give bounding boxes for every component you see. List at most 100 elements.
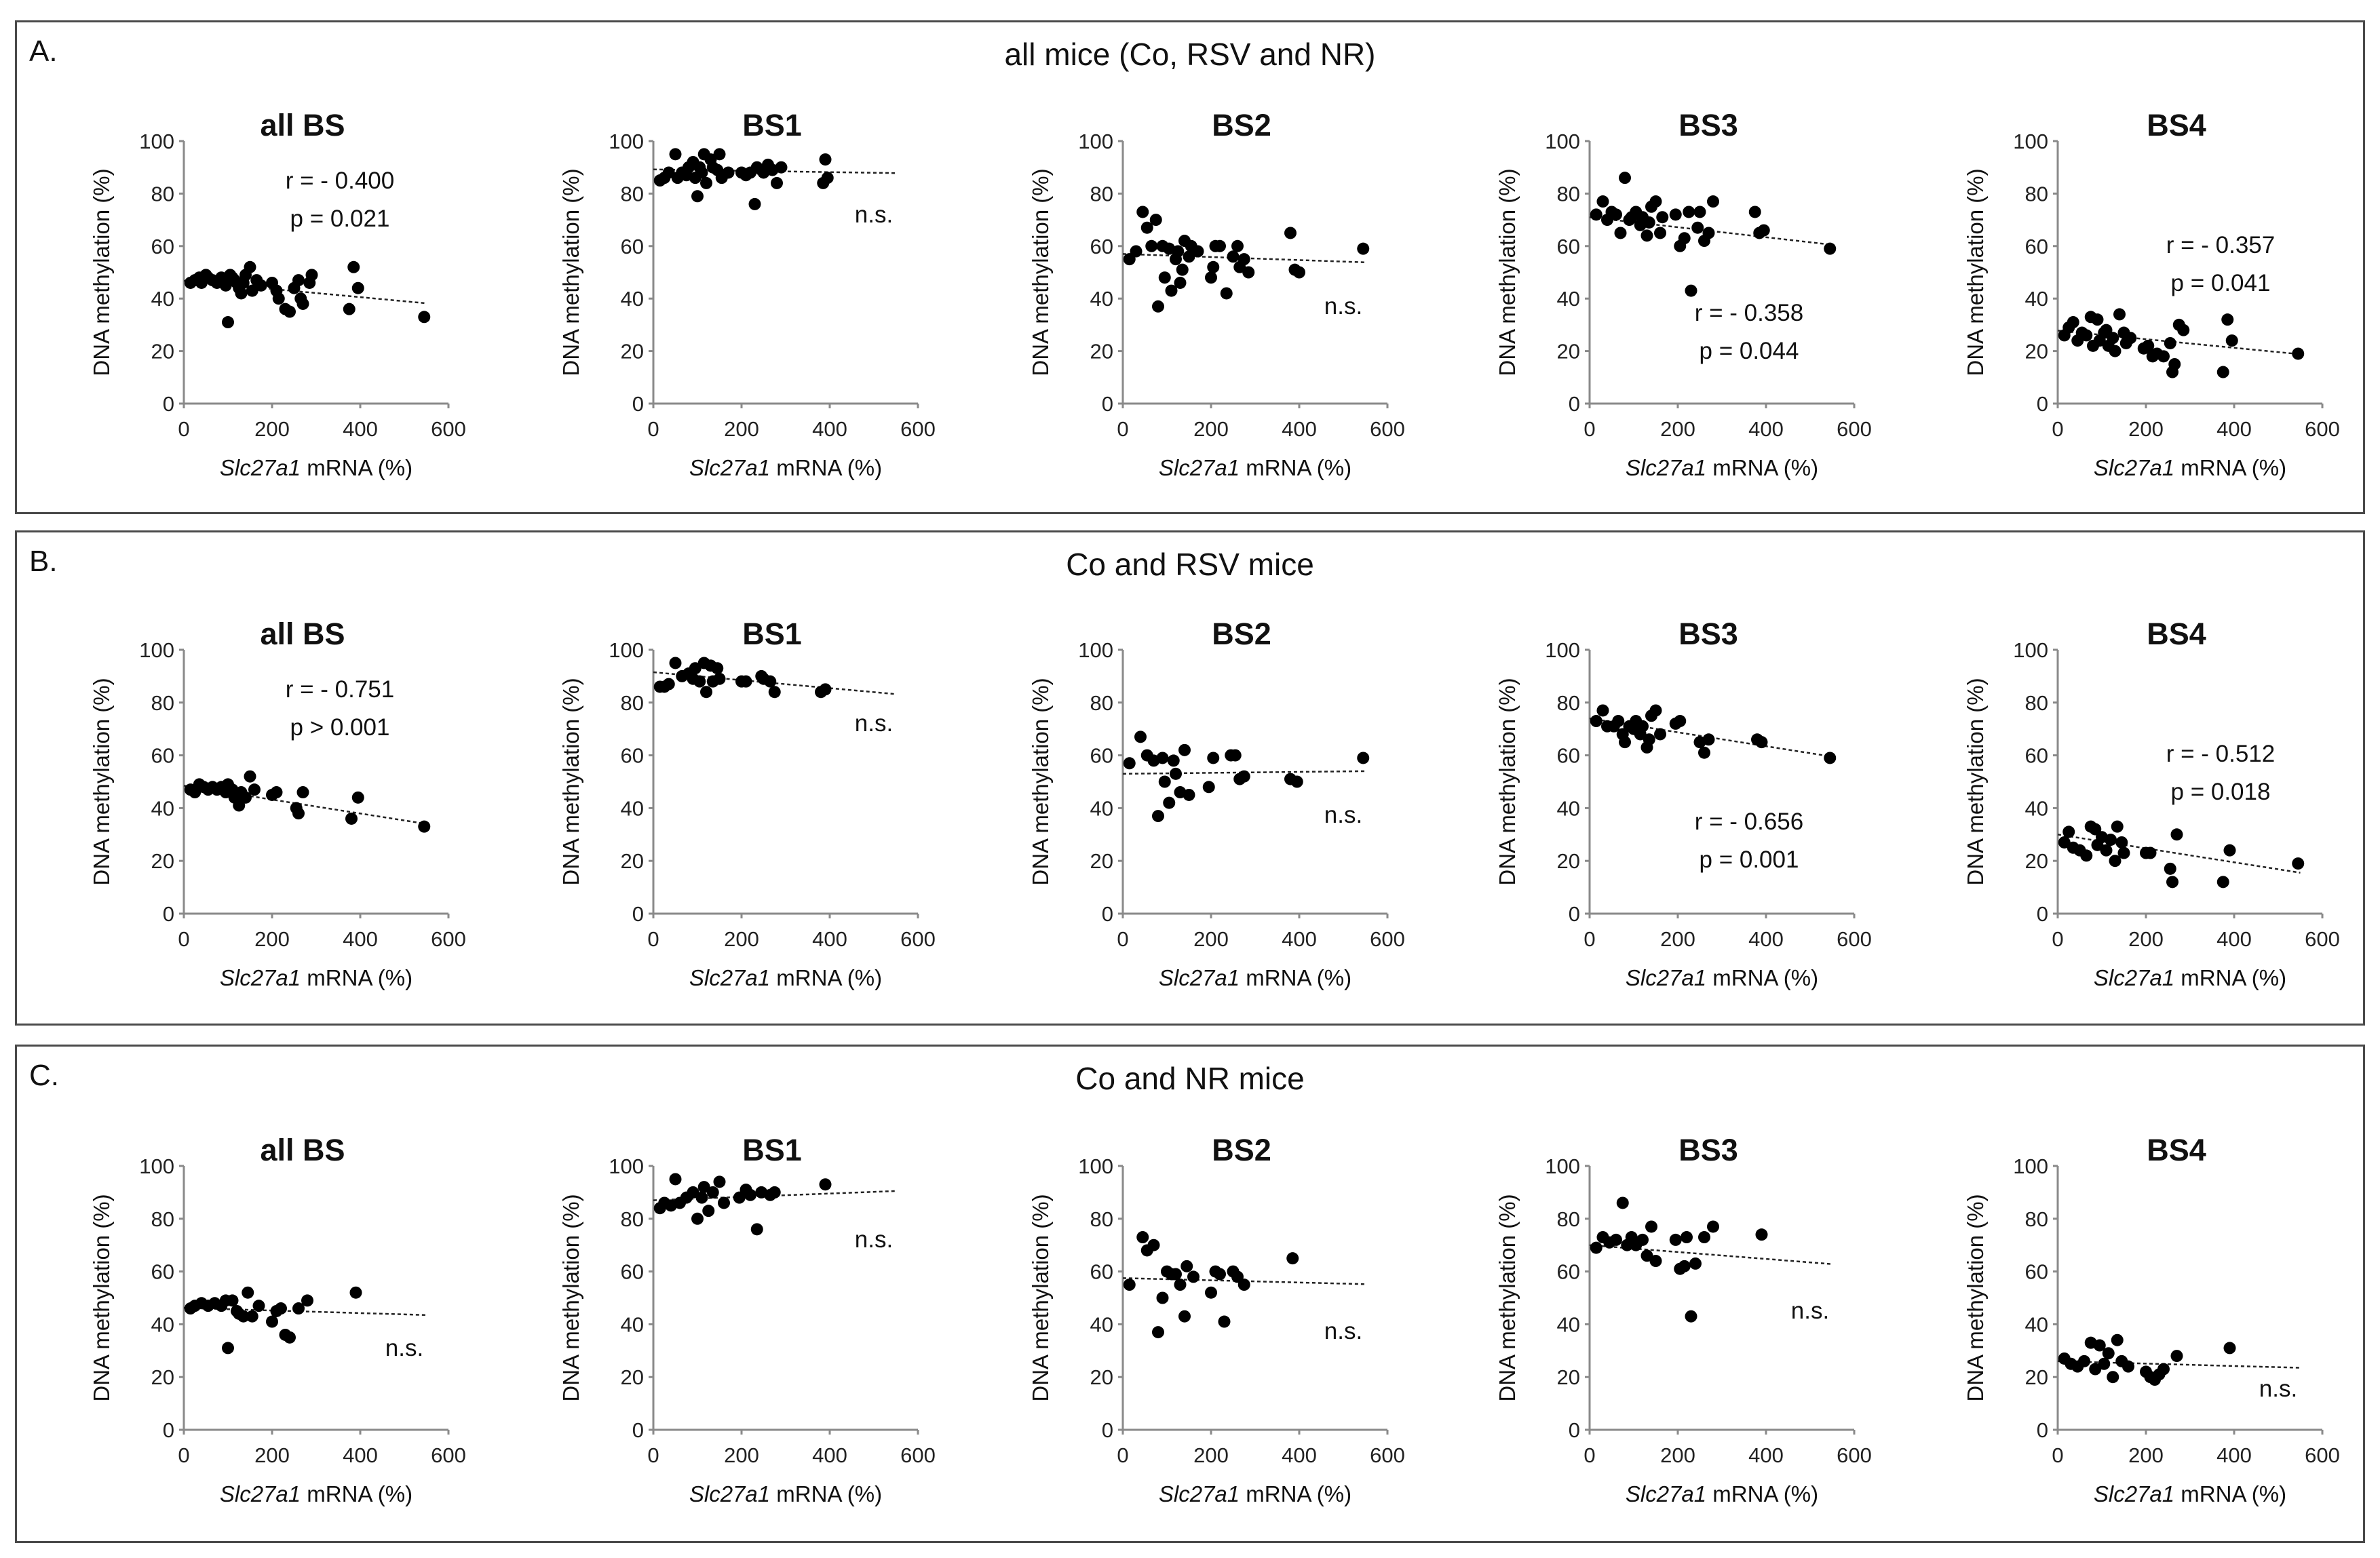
y-tick-label: 20	[151, 849, 174, 873]
data-point	[713, 672, 726, 685]
x-tick-label: 0	[1584, 927, 1595, 951]
y-tick-label: 60	[1557, 1260, 1580, 1284]
not-significant-label: n.s.	[1324, 802, 1362, 828]
scatter-chart-bs3: BS3 0 20 40 60 80 100 0 200 400 600 DNA methylation…	[1495, 1133, 1872, 1506]
data-point	[713, 148, 726, 161]
y-tick-label: 80	[1557, 691, 1580, 715]
y-tick-label: 0	[1569, 1418, 1580, 1442]
x-tick-label: 0	[2052, 927, 2063, 951]
x-tick-label: 0	[178, 417, 189, 441]
p-value-label: p = 0.018	[2171, 779, 2271, 805]
y-tick-label: 20	[1090, 849, 1113, 873]
data-point	[1147, 1239, 1160, 1251]
x-axis-label: Slc27a1 mRNA (%)	[2094, 455, 2286, 480]
data-point	[1610, 208, 1622, 221]
chart-title: all BS	[260, 1133, 345, 1167]
data-point	[2109, 345, 2122, 357]
data-point	[418, 820, 431, 833]
panel-title: Co and RSV mice	[1066, 547, 1314, 582]
y-tick-label: 60	[1557, 235, 1580, 258]
not-significant-label: n.s.	[2259, 1376, 2297, 1402]
x-tick-label: 200	[1193, 927, 1229, 951]
data-point	[1136, 206, 1149, 218]
x-tick-label: 600	[1837, 927, 1872, 951]
x-tick-label: 200	[2128, 927, 2164, 951]
not-significant-label: n.s.	[855, 1226, 893, 1253]
y-tick-label: 20	[1557, 340, 1580, 364]
data-point	[748, 197, 761, 210]
y-axis-label: DNA methylation (%)	[1028, 1194, 1053, 1401]
y-tick-label: 40	[621, 1312, 644, 1336]
y-tick-label: 60	[151, 235, 174, 258]
x-axis-label: Slc27a1 mRNA (%)	[1159, 455, 1351, 480]
x-tick-label: 0	[1117, 927, 1128, 951]
data-point	[266, 1315, 278, 1328]
data-point	[349, 1286, 362, 1299]
x-tick-label: 200	[2128, 1443, 2164, 1467]
data-point	[2100, 844, 2113, 857]
data-point	[2102, 1347, 2115, 1360]
x-tick-label: 400	[343, 1443, 378, 1467]
y-axis-label: DNA methylation (%)	[558, 168, 583, 376]
y-tick-label: 80	[151, 691, 174, 715]
y-tick-label: 0	[1102, 392, 1113, 416]
x-axis-label: Slc27a1 mRNA (%)	[2094, 965, 2286, 990]
data-point	[1824, 752, 1837, 764]
y-tick-label: 0	[632, 902, 644, 926]
x-tick-label: 400	[812, 1443, 847, 1467]
y-tick-label: 40	[2025, 796, 2048, 820]
data-point	[1181, 1260, 1193, 1272]
y-tick-label: 60	[621, 744, 644, 768]
trend-line	[1589, 216, 1832, 246]
data-point	[246, 284, 258, 297]
chart-title: BS1	[742, 108, 802, 142]
x-axis-label-gene: Slc27a1	[1159, 965, 1240, 990]
data-point	[691, 190, 704, 203]
scatter-chart-bs4: BS4 0 20 40 60 80 100 0 200 400 600 DNA methylation…	[1963, 617, 2340, 990]
trend-line	[183, 279, 427, 305]
data-point	[2292, 347, 2305, 360]
data-point	[1156, 1291, 1169, 1304]
y-axis-label: DNA methylation (%)	[1963, 168, 1988, 376]
panel-title: Co and NR mice	[1075, 1061, 1305, 1096]
x-tick-label: 400	[343, 417, 378, 441]
data-point	[1284, 227, 1297, 239]
data-point	[1207, 260, 1220, 273]
trend-line	[653, 1190, 896, 1201]
x-tick-label: 600	[1837, 1443, 1872, 1467]
data-point	[722, 166, 735, 179]
data-point	[819, 683, 832, 696]
data-point	[222, 1342, 234, 1355]
data-point	[1170, 767, 1182, 780]
x-tick-label: 400	[1748, 927, 1784, 951]
x-axis-label-gene: Slc27a1	[1626, 1481, 1706, 1506]
data-point	[1202, 781, 1215, 794]
x-tick-label: 0	[647, 927, 659, 951]
data-point	[2223, 844, 2236, 857]
data-point	[2115, 836, 2128, 849]
x-axis-label-gene: Slc27a1	[1159, 455, 1240, 480]
x-tick-label: 400	[812, 927, 847, 951]
x-tick-label: 200	[1193, 1443, 1229, 1467]
data-point	[1149, 214, 1162, 227]
data-point	[2107, 332, 2119, 345]
data-point	[1691, 221, 1704, 234]
y-tick-label: 100	[609, 638, 644, 662]
x-axis-label-unit: mRNA (%)	[1240, 965, 1351, 990]
x-tick-label: 600	[431, 417, 466, 441]
chart-title: BS2	[1212, 108, 1271, 142]
panel-letter: C.	[29, 1059, 59, 1092]
data-point	[1130, 245, 1143, 258]
correlation-r-label: r = - 0.358	[1695, 300, 1804, 326]
data-point	[2142, 339, 2155, 352]
y-tick-label: 60	[151, 1260, 174, 1284]
not-significant-label: n.s.	[1791, 1298, 1829, 1324]
data-point	[1145, 239, 1158, 252]
data-point	[1685, 284, 1697, 297]
data-point	[2098, 1357, 2111, 1370]
x-tick-label: 600	[2305, 927, 2340, 951]
data-point	[1683, 206, 1695, 218]
y-axis-label: DNA methylation (%)	[1963, 1194, 1988, 1401]
data-point	[768, 1186, 781, 1199]
